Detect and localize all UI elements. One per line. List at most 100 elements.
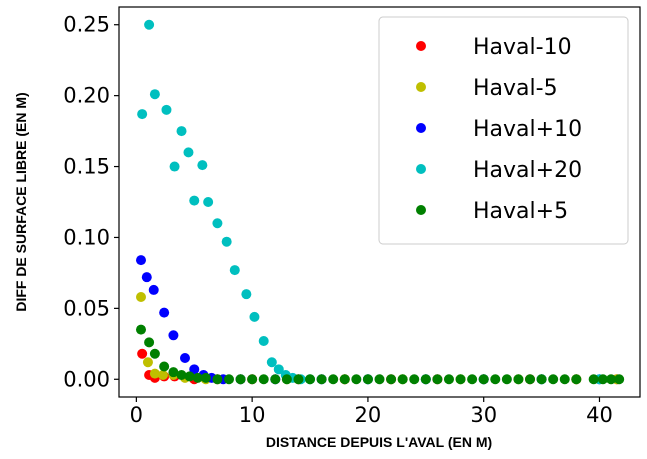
data-point: [247, 374, 258, 385]
legend-label: Haval+20: [473, 158, 582, 183]
data-point: [478, 374, 489, 385]
data-point: [455, 374, 466, 385]
data-point: [432, 374, 443, 385]
legend: Haval-10 Haval-5 Haval+10 Haval+20 Haval+5: [378, 16, 629, 245]
data-point: [397, 374, 408, 385]
data-point: [273, 364, 284, 375]
data-point: [281, 374, 292, 385]
data-point: [176, 370, 187, 381]
data-point: [490, 374, 501, 385]
y-tick-label: 0.15: [63, 155, 110, 179]
data-point: [223, 374, 234, 385]
data-point: [176, 126, 187, 137]
data-point: [443, 374, 454, 385]
legend-label: Haval-10: [473, 35, 572, 60]
data-point: [184, 371, 195, 382]
data-point: [149, 348, 160, 359]
data-point: [351, 374, 362, 385]
data-point: [141, 272, 152, 283]
y-tick-label: 0.20: [63, 84, 110, 108]
data-point: [135, 292, 146, 303]
data-point: [144, 19, 155, 30]
data-point: [467, 374, 478, 385]
data-point: [420, 374, 431, 385]
data-point: [249, 311, 260, 322]
data-point: [212, 218, 223, 229]
data-point: [328, 374, 339, 385]
data-point: [293, 374, 304, 385]
legend-marker: [416, 123, 426, 133]
data-point: [189, 195, 200, 206]
data-point: [144, 337, 155, 348]
data-point: [241, 289, 252, 300]
legend-marker: [416, 82, 426, 92]
y-tick-label: 0.10: [63, 225, 110, 249]
data-point: [339, 374, 350, 385]
data-point: [258, 374, 269, 385]
x-tick-label: 10: [239, 403, 266, 427]
x-tick-label: 30: [470, 403, 497, 427]
data-point: [266, 357, 277, 368]
data-point: [169, 161, 180, 172]
data-point: [614, 374, 625, 385]
data-point: [157, 370, 168, 381]
data-point: [316, 374, 327, 385]
axis-ticks: 0 10 20 30 40 0.00 0.05 0.10 0.15 0.20 0.25: [63, 13, 613, 427]
y-tick-label: 0.05: [63, 296, 110, 320]
data-point: [525, 374, 536, 385]
data-point: [200, 372, 211, 383]
data-point: [159, 307, 170, 318]
data-point: [409, 374, 420, 385]
legend-label: Haval+5: [473, 199, 568, 224]
data-point: [212, 374, 223, 385]
data-point: [168, 367, 179, 378]
data-point: [501, 374, 512, 385]
x-tick-label: 20: [355, 403, 382, 427]
data-point: [548, 374, 559, 385]
data-point: [142, 357, 153, 368]
data-point: [258, 335, 269, 346]
data-point: [192, 372, 203, 383]
data-point: [305, 374, 316, 385]
data-point: [159, 361, 170, 372]
data-point: [235, 374, 246, 385]
data-point: [179, 353, 190, 363]
series-haval-5: [135, 324, 625, 385]
data-point: [183, 147, 194, 158]
legend-label: Haval+10: [473, 117, 582, 142]
data-point: [588, 374, 599, 385]
y-axis-title: DIFF DE SURFACE LIBRE (EN M): [13, 92, 29, 311]
data-point: [270, 374, 281, 385]
data-point: [189, 364, 200, 375]
legend-marker: [416, 164, 426, 174]
data-point: [135, 324, 146, 335]
data-point: [606, 374, 617, 385]
legend-marker: [416, 205, 426, 215]
data-point: [203, 197, 214, 207]
data-point: [559, 374, 570, 385]
data-point: [229, 265, 240, 276]
x-tick-label: 0: [130, 403, 143, 427]
data-point: [149, 368, 160, 379]
x-tick-label: 40: [586, 403, 613, 427]
legend-label: Haval-5: [473, 76, 558, 101]
data-point: [148, 284, 159, 295]
data-point: [149, 89, 160, 100]
data-point: [168, 330, 179, 341]
data-point: [386, 374, 397, 385]
data-point: [221, 236, 232, 247]
data-point: [135, 255, 146, 266]
x-axis-title: DISTANCE DEPUIS L'AVAL (EN M): [266, 434, 492, 450]
data-point: [513, 374, 524, 385]
data-point: [571, 374, 582, 385]
data-point: [137, 109, 148, 120]
legend-marker: [416, 41, 426, 51]
data-point: [362, 374, 373, 385]
data-point: [137, 348, 148, 359]
y-tick-label: 0.00: [63, 367, 110, 391]
data-point: [374, 374, 385, 385]
y-tick-label: 0.25: [63, 13, 110, 37]
data-points: [135, 19, 625, 385]
data-point: [197, 160, 208, 171]
